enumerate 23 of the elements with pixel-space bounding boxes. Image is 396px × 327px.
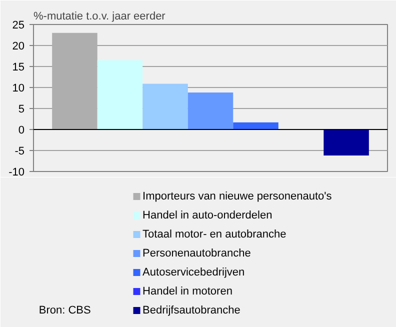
y-tick-label: 10 [12, 82, 25, 94]
legend-label: Importeurs van nieuwe personenauto's [142, 190, 332, 202]
text: Bron: CBS [38, 304, 91, 316]
y-tick-label: 15 [12, 62, 25, 74]
y-tick-label: 0 [18, 124, 25, 136]
y-axis-title: %-mutatie t.o.v. jaar eerder [34, 10, 166, 22]
y-tick-label: 5 [18, 104, 25, 116]
legend-label: Autoservicebedrijven [142, 266, 245, 278]
y-tick-label: -5 [14, 146, 24, 158]
legend-label: Bedrijfsautobranche [142, 304, 240, 316]
y-tick-label: -10 [8, 166, 25, 178]
bar [324, 130, 369, 156]
bar [97, 60, 143, 130]
legend-label: Totaal motor- en autobranche [142, 228, 286, 240]
legend-label: Personenautobranche [142, 248, 251, 260]
bar [142, 84, 188, 130]
bar [233, 122, 278, 130]
bar [188, 92, 234, 130]
legend-label: Handel in auto-onderdelen [142, 210, 272, 222]
y-tick-label: 25 [12, 20, 25, 32]
legend-label: Handel in motoren [142, 286, 232, 298]
bar [52, 32, 98, 130]
y-tick-label: 20 [12, 40, 25, 52]
